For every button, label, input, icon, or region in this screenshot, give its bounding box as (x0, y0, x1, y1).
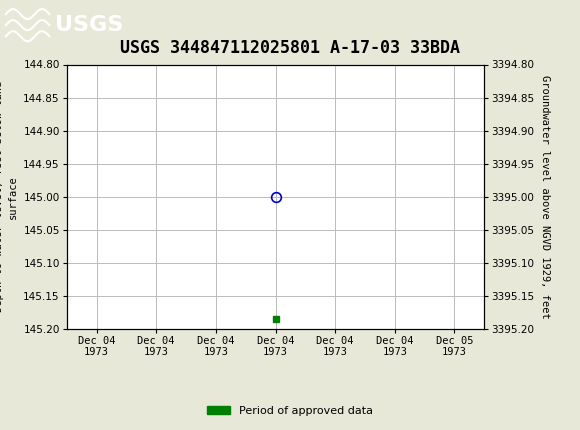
Legend: Period of approved data: Period of approved data (203, 401, 377, 420)
Text: USGS 344847112025801 A-17-03 33BDA: USGS 344847112025801 A-17-03 33BDA (120, 39, 460, 57)
Text: USGS: USGS (55, 15, 124, 35)
Y-axis label: Depth to water level, feet below land
surface: Depth to water level, feet below land su… (0, 81, 18, 312)
Y-axis label: Groundwater level above NGVD 1929, feet: Groundwater level above NGVD 1929, feet (540, 75, 550, 319)
